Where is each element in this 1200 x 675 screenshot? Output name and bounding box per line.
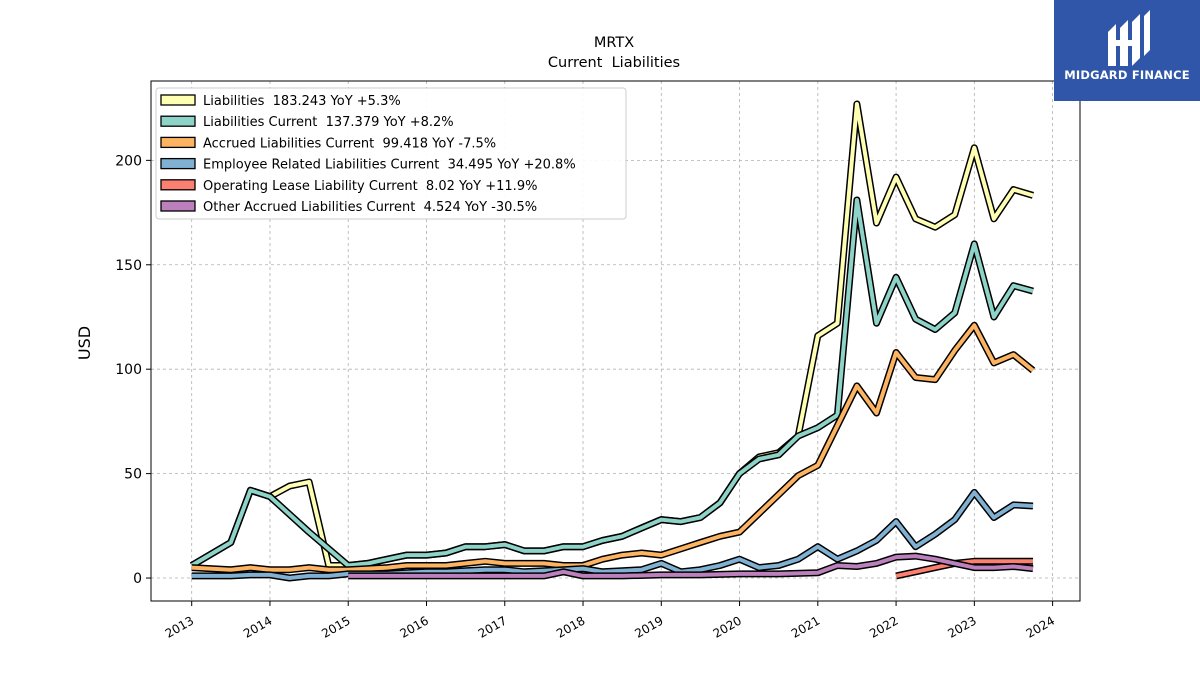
- legend-box: [155, 87, 627, 220]
- y-axis-ticks: 0 50 100 150 200: [115, 153, 151, 587]
- x-tick-label: 2013: [163, 613, 196, 640]
- y-tick-label: 50: [124, 467, 142, 483]
- legend-entry: Operating Lease Liability Current 8.02 Y…: [203, 179, 537, 194]
- series-line-2: [190, 198, 1034, 568]
- y-tick-label: 200: [115, 153, 142, 169]
- plot-frame: [150, 80, 1081, 602]
- x-axis-ticks: 2013 2014 2015 2016 2017 2018 2019 2020 2021 2022…: [163, 601, 1057, 641]
- brand-name: MIDGARD FINANCE: [1064, 68, 1190, 82]
- y-tick-label: 0: [133, 571, 142, 587]
- legend-entry: Other Accrued Liabilities Current 4.524 …: [203, 200, 537, 215]
- x-tick-label: 2016: [398, 613, 431, 640]
- x-tick-label: 2014: [241, 613, 274, 640]
- midgard-logo-icon: [1108, 10, 1150, 66]
- chart-subtitle: Current Liabilities: [548, 55, 680, 71]
- x-tick-label: 2015: [319, 613, 352, 640]
- x-tick-label: 2021: [789, 613, 822, 640]
- legend-entry: Accrued Liabilities Current 99.418 YoY -…: [203, 136, 496, 151]
- series-line-6: [348, 554, 1034, 578]
- x-tick-label: 2019: [632, 613, 665, 640]
- y-tick-label: 100: [115, 362, 142, 378]
- legend-swatch: [160, 94, 196, 106]
- x-tick-label: 2023: [945, 613, 978, 640]
- chart-title: MRTX: [594, 35, 634, 51]
- legend-swatch: [160, 200, 196, 212]
- brand-logo: MIDGARD FINANCE: [1054, 0, 1200, 101]
- legend-swatch: [160, 136, 196, 149]
- legend: Liabilities 183.243 YoY +5.3% Liabilities…: [155, 87, 627, 220]
- x-tick-label: 2024: [1024, 613, 1057, 640]
- x-tick-label: 2020: [711, 613, 744, 640]
- legend-swatch: [160, 179, 196, 191]
- y-axis-label: USD: [75, 326, 94, 360]
- legend-entry: Employee Related Liabilities Current 34.…: [203, 158, 576, 173]
- y-tick-label: 150: [115, 258, 142, 274]
- series-line-3: [191, 323, 1035, 572]
- legend-entry: Liabilities 183.243 YoY +5.3%: [203, 94, 401, 109]
- series-lines: [189, 100, 1036, 582]
- legend-entry: Liabilities Current 137.379 YoY +8.2%: [203, 115, 454, 130]
- x-tick-label: 2018: [554, 613, 587, 640]
- legend-swatch: [160, 157, 196, 170]
- x-tick-label: 2017: [476, 613, 509, 640]
- legend-swatch: [160, 115, 196, 127]
- x-tick-label: 2022: [867, 613, 900, 640]
